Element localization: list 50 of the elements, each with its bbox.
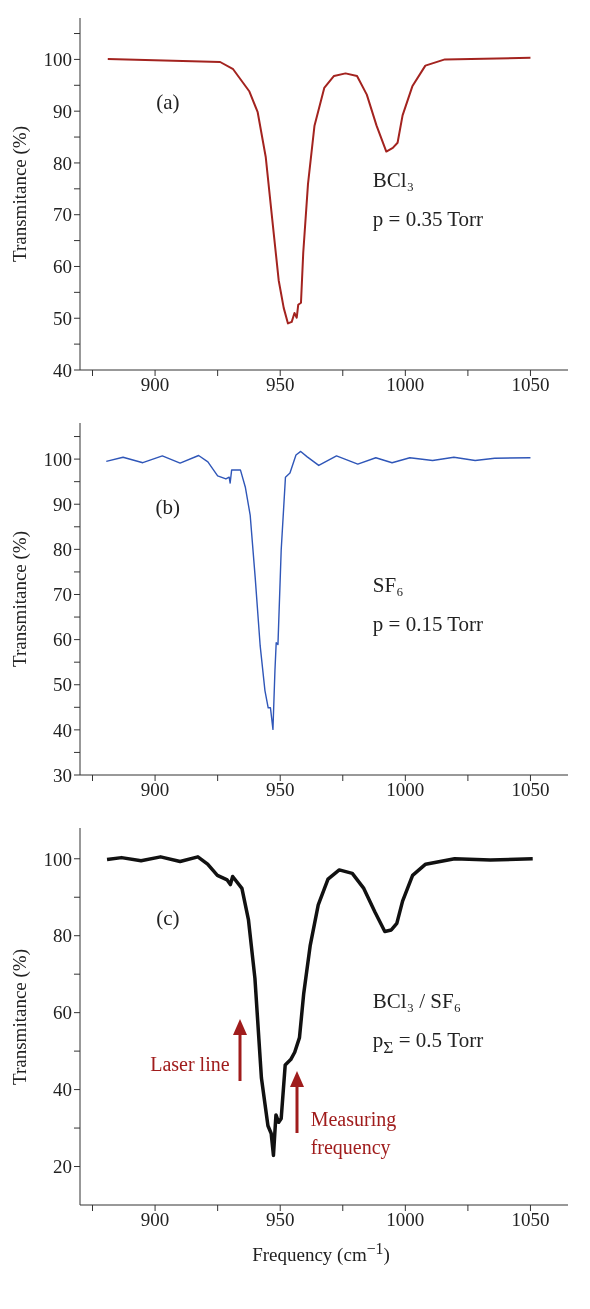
- x-tick-label: 1000: [386, 1209, 425, 1231]
- annotation: (c): [156, 905, 180, 931]
- y-tick-label: 30: [53, 764, 72, 786]
- annotation: p$_{Σ}$ = 0.5 Torr: [372, 1028, 484, 1058]
- y-tick-label: 40: [53, 1079, 72, 1101]
- x-tick-label: 900: [140, 779, 170, 801]
- x-tick-label: 1050: [511, 779, 550, 801]
- y-tick-label: 40: [53, 719, 72, 741]
- y-tick-label: 60: [53, 1002, 72, 1024]
- line-series: [106, 56, 532, 325]
- y-tick-label: 50: [53, 307, 72, 329]
- y-tick-label: 60: [53, 629, 72, 651]
- y-tick-label: 100: [43, 848, 72, 870]
- annotation: (b): [155, 494, 181, 520]
- y-tick-label: 80: [53, 539, 72, 561]
- annotation: p = 0.35 Torr: [372, 206, 484, 232]
- annotation: BCl₃: [372, 167, 414, 193]
- x-tick-label: 950: [265, 1209, 295, 1231]
- y-tick-label: 90: [53, 493, 72, 515]
- x-tick-label: 1000: [386, 779, 425, 801]
- annotation: (a): [156, 89, 180, 115]
- annotation: SF₆: [372, 572, 404, 598]
- y-tick-label: 100: [43, 448, 72, 470]
- annotation: BCl₃ / SF₆: [372, 988, 461, 1014]
- x-tick-label: 1050: [511, 1209, 550, 1231]
- x-tick-label: 950: [265, 779, 295, 801]
- y-axis-title: Transmitance (%): [9, 126, 31, 262]
- y-tick-label: 80: [53, 925, 72, 947]
- y-tick-label: 20: [53, 1156, 72, 1178]
- y-tick-label: 70: [53, 204, 72, 226]
- y-tick-label: 70: [53, 584, 72, 606]
- annotation: Laser line: [150, 1053, 230, 1077]
- line-series: [105, 855, 535, 1158]
- x-tick-label: 900: [140, 1209, 170, 1231]
- annotation: Measuring frequency: [310, 1107, 398, 1161]
- x-tick-label: 950: [265, 374, 295, 396]
- line-series: [105, 450, 532, 731]
- y-axis-title: Transmitance (%): [9, 948, 31, 1085]
- y-tick-label: 90: [53, 100, 72, 122]
- y-tick-label: 100: [43, 49, 72, 71]
- y-axis-title: Transmitance (%): [9, 531, 31, 667]
- x-tick-label: 1050: [511, 374, 550, 396]
- y-tick-label: 80: [53, 152, 72, 174]
- x-tick-label: 900: [140, 374, 170, 396]
- y-tick-label: 40: [53, 359, 72, 381]
- y-tick-label: 50: [53, 674, 72, 696]
- annotation: p = 0.15 Torr: [372, 611, 484, 637]
- x-tick-label: 1000: [386, 374, 425, 396]
- x-axis-title: Frequency (cm$^{−1}$): [251, 1240, 391, 1267]
- y-tick-label: 60: [53, 256, 72, 278]
